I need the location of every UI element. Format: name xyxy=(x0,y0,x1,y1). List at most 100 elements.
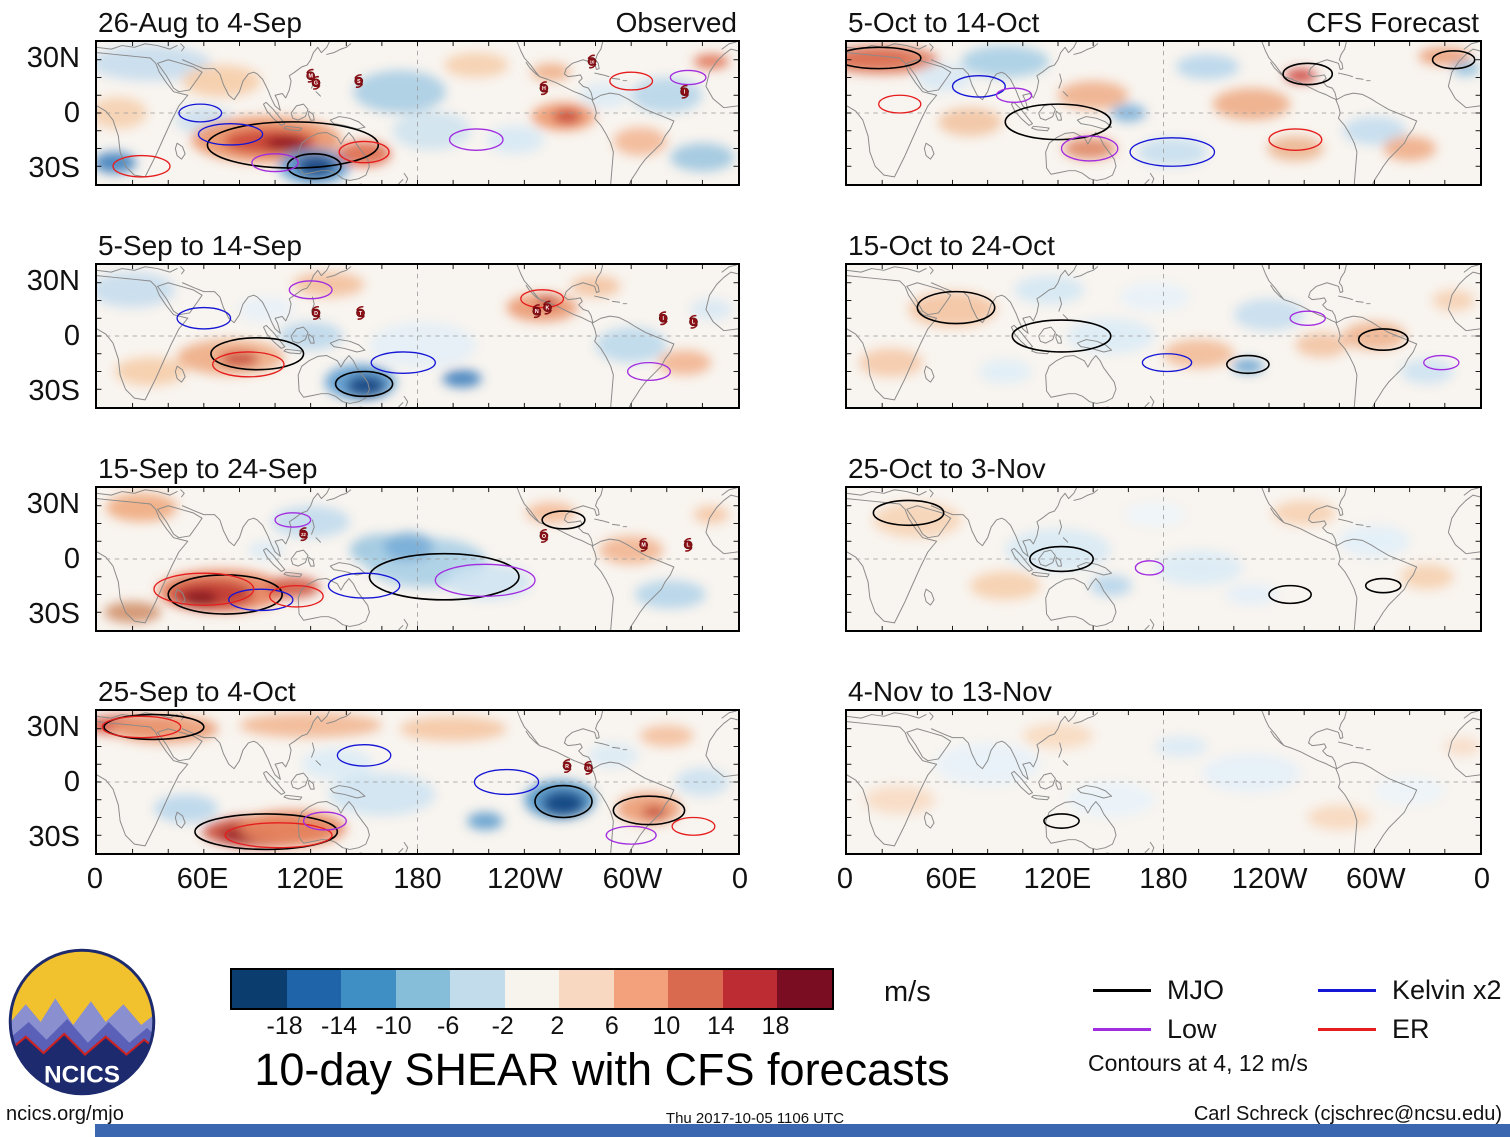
legend-line xyxy=(1093,1028,1151,1031)
x-tick-label: 0 xyxy=(86,863,104,895)
tick-marks xyxy=(847,488,1480,630)
storm-label: 22 xyxy=(301,532,306,537)
footer-timestamp: Thu 2017-10-05 1106 UTC xyxy=(665,1110,845,1127)
footer-url: ncics.org/mjo xyxy=(6,1103,124,1125)
y-tick-label: 30N xyxy=(26,488,80,521)
contour-mjo xyxy=(1011,319,1112,353)
contour-kelvin-x2 xyxy=(178,103,223,123)
storm-label: S xyxy=(357,79,361,85)
map-panel: R 16 xyxy=(95,709,740,855)
tick-marks xyxy=(847,711,1480,853)
colorbar-segment xyxy=(613,970,669,1008)
x-tick-label: 60W xyxy=(1346,863,1406,895)
map-panel xyxy=(845,40,1482,186)
contour-kelvin-x2 xyxy=(327,572,401,599)
map-canvas xyxy=(847,711,1480,853)
storm-marker: L xyxy=(688,314,698,329)
storm-label: T xyxy=(359,311,363,317)
storm-marker: H xyxy=(539,81,549,96)
storm-label: 10 xyxy=(590,59,595,64)
contour-mjo xyxy=(1364,577,1402,594)
x-tick-label: 0 xyxy=(1473,863,1491,895)
legend-label: Low xyxy=(1167,1014,1217,1044)
contour-er xyxy=(609,71,654,91)
storm-label: O xyxy=(542,534,546,540)
colorbar-tick-label: -18 xyxy=(266,1012,303,1040)
contour-mjo xyxy=(368,552,520,601)
contour-mjo xyxy=(847,46,922,70)
contour-mjo xyxy=(1282,62,1334,86)
contour-er xyxy=(877,94,922,114)
x-tick-label: 0 xyxy=(731,863,749,895)
colorbar-tick-label: -6 xyxy=(437,1012,460,1040)
contour-kelvin-x2 xyxy=(370,351,436,374)
x-tick-label: 120W xyxy=(487,863,563,895)
logo-text: NCICS xyxy=(44,1062,120,1089)
contour-mjo xyxy=(1431,50,1476,70)
storm-marker: M xyxy=(306,68,316,83)
contour-er xyxy=(269,584,324,608)
contour-mjo xyxy=(916,290,996,325)
x-tick-label: 180 xyxy=(393,863,442,895)
contour-low xyxy=(302,811,347,831)
anomaly-field xyxy=(864,723,1480,830)
map-canvas: MG S 10 H I xyxy=(97,42,738,184)
storm-marker: T xyxy=(356,305,366,320)
storm-marker: S xyxy=(354,74,364,89)
x-tick-label: 120W xyxy=(1231,863,1308,895)
contour-mjo xyxy=(1004,103,1112,141)
storm-label: I xyxy=(662,316,664,322)
legend-item-mjo: MJO xyxy=(1093,975,1224,1006)
colorbar-tick-label: 10 xyxy=(652,1012,681,1040)
contour-kelvin-x2 xyxy=(197,122,264,146)
x-tick-label: 60E xyxy=(176,863,229,895)
x-tick-label: 180 xyxy=(1139,863,1188,895)
colorbar-tick-label: 18 xyxy=(761,1012,790,1040)
y-tick-label: 30S xyxy=(28,820,80,853)
x-tick-label: 60E xyxy=(925,863,977,895)
legend-item-kelvin-x2: Kelvin x2 xyxy=(1318,975,1502,1006)
tick-marks xyxy=(97,265,738,407)
contour-kelvin-x2 xyxy=(951,75,1006,98)
contour-low xyxy=(626,361,672,382)
colorbar-segment xyxy=(722,970,778,1008)
x-tick-label: 0 xyxy=(836,863,854,895)
colorbar-tick-label: 6 xyxy=(604,1012,619,1040)
contour-mjo xyxy=(1268,584,1312,605)
storm-marker: D xyxy=(311,305,321,320)
colorbar-segment xyxy=(395,970,451,1008)
y-tick-label: 0 xyxy=(63,97,80,129)
legend-label: Kelvin x2 xyxy=(1392,975,1502,1005)
contour-er xyxy=(1268,128,1323,151)
colorbar-segment xyxy=(777,970,833,1008)
map-canvas xyxy=(847,488,1480,630)
storm-marker: 10 xyxy=(587,54,597,69)
contour-low xyxy=(251,153,299,173)
storm-marker: I xyxy=(658,311,668,326)
y-tick-label: 0 xyxy=(63,320,80,352)
anomaly-field xyxy=(847,45,1480,167)
contour-mjo xyxy=(1043,813,1080,829)
storm-label: R xyxy=(565,764,569,770)
contour-mjo xyxy=(210,336,305,371)
contour-er xyxy=(338,140,390,164)
storm-label: H xyxy=(542,86,546,92)
tick-marks xyxy=(97,42,738,184)
contour-er xyxy=(671,816,716,836)
contour-mjo xyxy=(612,795,686,826)
panel-corner-label: CFS Forecast xyxy=(1306,7,1479,38)
contour-mjo xyxy=(286,153,342,180)
colorbar-tick-label: 2 xyxy=(550,1012,565,1040)
contour-kelvin-x2 xyxy=(1141,353,1193,373)
contour-low xyxy=(434,563,536,597)
contour-er xyxy=(212,351,285,378)
contour-mjo xyxy=(872,499,945,527)
contour-mjo xyxy=(1357,328,1409,351)
colorbar-segment xyxy=(504,970,560,1008)
map-canvas xyxy=(847,42,1480,184)
contour-er xyxy=(101,715,182,739)
storm-label: M xyxy=(308,74,313,80)
tick-marks xyxy=(97,488,738,630)
map-panel xyxy=(845,709,1482,855)
